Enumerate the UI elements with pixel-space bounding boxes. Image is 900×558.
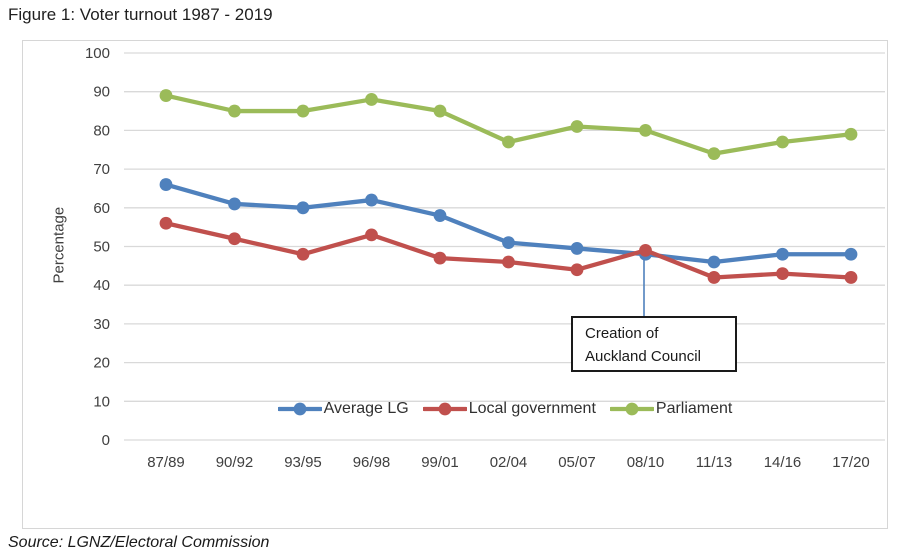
y-tick-label-0: 0 [102,432,110,449]
series-marker-parliament-05-07 [570,120,584,133]
x-tick-label-99-01: 99/01 [421,454,459,471]
series-marker-average-lg-17-20 [844,247,858,261]
legend-item-local-government: Local government [422,400,596,418]
series-marker-average-lg-87-89 [159,178,173,191]
legend-item-parliament: Parliament [609,400,733,418]
series-marker-local-government-05-07 [570,263,584,277]
series-marker-local-government-02-04 [502,255,515,269]
legend-marker-icon-average-lg [277,402,322,416]
x-tick-label-96-98: 96/98 [353,454,391,471]
series-marker-parliament-17-20 [844,127,858,141]
y-tick-label-20: 20 [93,355,110,372]
annotation-text-line-2: Auckland Council [585,348,701,365]
series-marker-local-government-96-98 [365,228,378,242]
x-tick-label-02-04: 02/04 [490,454,528,471]
series-marker-parliament-08-10 [639,124,652,137]
y-tick-label-30: 30 [93,316,110,333]
series-marker-local-government-14-16 [776,267,789,280]
y-tick-label-80: 80 [93,122,110,139]
chart-legend: Average LG Local government Parliament [124,396,886,422]
series-marker-local-government-99-01 [433,251,447,265]
legend-marker-icon-parliament [609,402,654,416]
series-marker-local-government-93-95 [296,247,310,261]
series-marker-average-lg-99-01 [433,209,447,222]
y-axis-title: Percentage [50,206,68,284]
x-tick-label-11-13: 11/13 [696,454,732,471]
x-tick-label-05-07: 05/07 [558,454,596,471]
series-marker-average-lg-93-95 [296,201,310,215]
series-marker-parliament-99-01 [433,104,447,118]
x-tick-label-17-20: 17/20 [832,454,870,471]
annotation-text-line-1: Creation of [585,325,659,342]
y-tick-label-70: 70 [93,161,110,178]
series-marker-local-government-17-20 [844,271,858,284]
series-marker-average-lg-11-13 [707,255,721,269]
series-marker-average-lg-96-98 [365,193,378,207]
x-tick-label-14-16: 14/16 [764,454,802,471]
source-note: Source: LGNZ/Electoral Commission [8,534,270,551]
series-marker-parliament-93-95 [296,104,310,118]
series-marker-average-lg-02-04 [502,236,515,250]
y-tick-label-90: 90 [93,84,110,101]
series-marker-local-government-90-92 [228,232,241,246]
annotation-box [571,316,737,372]
chart-frame: 0 10 20 30 40 50 60 70 80 90 100 87/89 90/92 93/95 96/… [22,40,888,529]
chart-title: Figure 1: Voter turnout 1987 - 2019 [8,5,273,24]
x-tick-label-93-95: 93/95 [284,454,322,471]
y-tick-label-100: 100 [85,45,110,62]
series-marker-local-government-08-10 [639,243,652,257]
x-tick-label-08-10: 08/10 [627,454,665,471]
y-tick-label-10: 10 [93,393,110,410]
series-marker-parliament-87-89 [159,89,173,102]
series-marker-parliament-96-98 [365,93,378,106]
series-marker-average-lg-90-92 [228,197,241,211]
y-tick-label-50: 50 [93,239,110,256]
y-tick-label-40: 40 [93,277,110,294]
voter-turnout-line-chart: 0 10 20 30 40 50 60 70 80 90 100 87/89 90/92 93/95 96/… [85,45,885,471]
series-marker-average-lg-14-16 [776,247,789,261]
series-marker-parliament-90-92 [228,104,241,118]
series-marker-local-government-87-89 [159,216,173,230]
legend-label-average-lg: Average LG [323,400,409,417]
y-tick-label-60: 60 [93,200,110,217]
series-marker-local-government-11-13 [707,271,721,284]
series-marker-parliament-14-16 [776,135,789,149]
series-marker-average-lg-05-07 [570,242,584,255]
series-marker-parliament-02-04 [502,135,515,149]
series-marker-parliament-11-13 [707,147,721,161]
series-line-average-lg [163,182,854,265]
legend-label-parliament: Parliament [655,400,733,417]
legend-marker-icon-local-government [422,402,467,416]
series-line-local-government [163,221,854,280]
x-tick-label-87-89: 87/89 [147,454,185,471]
x-tick-label-90-92: 90/92 [216,454,254,471]
legend-label-local-government: Local government [468,400,596,417]
legend-item-average-lg: Average LG [277,400,409,418]
